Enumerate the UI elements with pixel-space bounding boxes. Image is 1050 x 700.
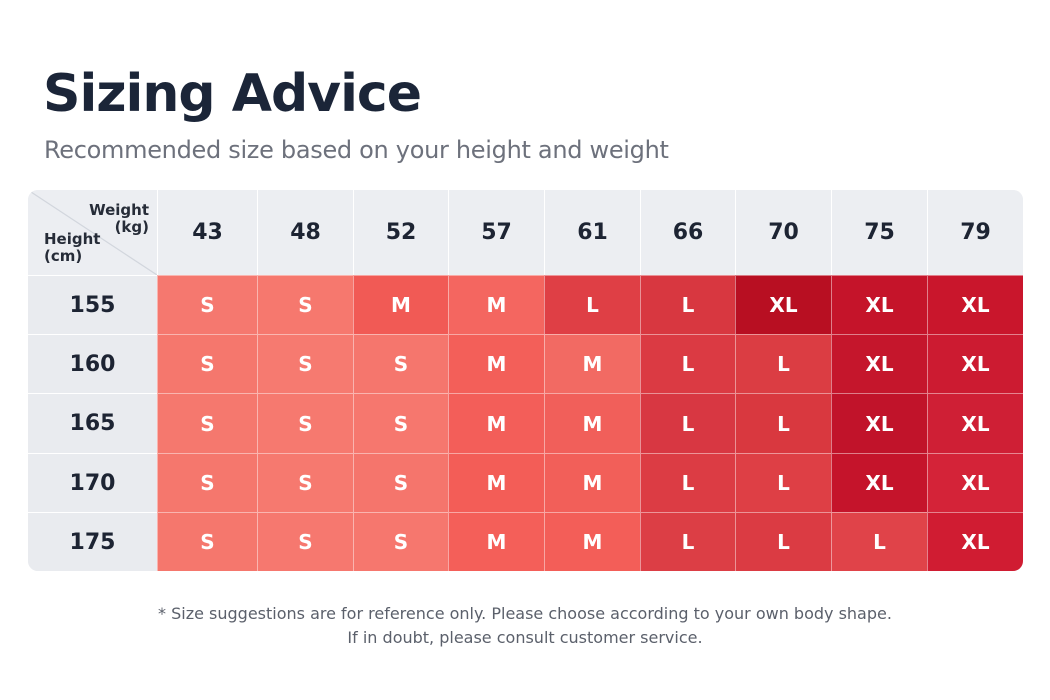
size-chart-table: Weight (kg) Height (cm) 43 48 52 57 61 66 70 75… <box>28 190 1023 571</box>
size-cell: M <box>448 512 544 571</box>
size-cell: XL <box>831 275 927 334</box>
height-row-header: 165 <box>28 393 157 453</box>
size-cell: M <box>448 393 544 453</box>
size-cell: L <box>735 334 831 393</box>
weight-column-header: 79 <box>927 190 1023 275</box>
size-cell: S <box>257 275 353 334</box>
size-cell: XL <box>927 453 1023 512</box>
weight-axis-label: Weight (kg) <box>89 201 149 237</box>
size-cell: XL <box>927 334 1023 393</box>
weight-column-header: 43 <box>157 190 257 275</box>
size-cell: S <box>157 275 257 334</box>
height-axis-label: Height (cm) <box>44 230 101 266</box>
size-cell: XL <box>831 334 927 393</box>
size-cell: S <box>257 453 353 512</box>
weight-label: Weight <box>89 201 149 219</box>
size-cell: M <box>448 453 544 512</box>
size-cell: M <box>544 334 640 393</box>
size-cell: S <box>257 334 353 393</box>
table-corner-header: Weight (kg) Height (cm) <box>28 190 157 275</box>
height-unit: (cm) <box>44 247 83 266</box>
size-cell: M <box>544 512 640 571</box>
size-cell: L <box>735 453 831 512</box>
corner-diagonal-line <box>28 190 157 275</box>
size-cell: L <box>544 275 640 334</box>
weight-column-header: 52 <box>353 190 448 275</box>
size-cell: XL <box>831 393 927 453</box>
weight-column-header: 61 <box>544 190 640 275</box>
size-cell: M <box>448 334 544 393</box>
weight-column-header: 48 <box>257 190 353 275</box>
height-row-header: 170 <box>28 453 157 512</box>
size-cell: L <box>640 275 735 334</box>
footnote-disclaimer: * Size suggestions are for reference onl… <box>158 604 892 623</box>
height-row-header: 175 <box>28 512 157 571</box>
size-cell: S <box>157 393 257 453</box>
size-cell: L <box>735 393 831 453</box>
size-cell: S <box>353 393 448 453</box>
size-cell: L <box>831 512 927 571</box>
size-cell: M <box>448 275 544 334</box>
size-cell: S <box>157 453 257 512</box>
weight-column-header: 66 <box>640 190 735 275</box>
weight-column-header: 75 <box>831 190 927 275</box>
size-cell: S <box>157 512 257 571</box>
height-label: Height <box>44 230 101 248</box>
size-cell: L <box>640 334 735 393</box>
size-cell: S <box>257 512 353 571</box>
height-row-header: 155 <box>28 275 157 334</box>
size-cell: S <box>353 453 448 512</box>
size-cell: L <box>640 512 735 571</box>
footnote-contact: If in doubt, please consult customer ser… <box>347 628 703 647</box>
size-cell: S <box>353 334 448 393</box>
size-cell: M <box>544 393 640 453</box>
size-cell: S <box>257 393 353 453</box>
page-subtitle: Recommended size based on your height an… <box>44 136 669 164</box>
page-title: Sizing Advice <box>43 64 422 124</box>
size-cell: XL <box>927 512 1023 571</box>
size-cell: S <box>157 334 257 393</box>
size-cell: XL <box>927 393 1023 453</box>
weight-unit: (kg) <box>114 218 149 237</box>
weight-column-header: 70 <box>735 190 831 275</box>
height-row-header: 160 <box>28 334 157 393</box>
size-cell: L <box>735 512 831 571</box>
size-cell: L <box>640 453 735 512</box>
weight-column-header: 57 <box>448 190 544 275</box>
size-cell: M <box>544 453 640 512</box>
size-cell: L <box>640 393 735 453</box>
size-cell: XL <box>831 453 927 512</box>
size-cell: XL <box>927 275 1023 334</box>
size-cell: M <box>353 275 448 334</box>
size-cell: S <box>353 512 448 571</box>
size-cell: XL <box>735 275 831 334</box>
